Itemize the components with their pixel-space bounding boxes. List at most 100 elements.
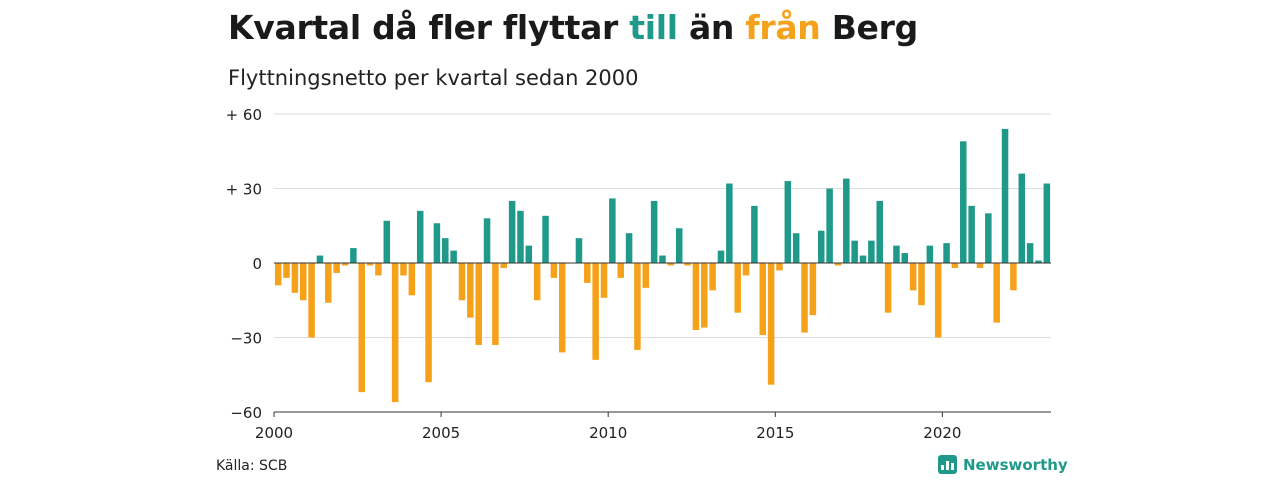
- bar: [893, 245, 900, 263]
- bar: [934, 263, 942, 338]
- bar: [767, 263, 775, 385]
- bar: [575, 238, 583, 263]
- bar: [1026, 243, 1034, 263]
- y-tick-label: + 30: [226, 181, 262, 199]
- bar: [684, 263, 691, 266]
- bar: [341, 263, 349, 266]
- bar: [467, 263, 474, 318]
- bar: [784, 181, 792, 263]
- bar: [968, 205, 975, 263]
- bar: [960, 141, 967, 263]
- bar: [1001, 128, 1009, 263]
- bar: [634, 263, 641, 350]
- bar: [692, 263, 700, 331]
- bar: [901, 253, 909, 263]
- x-tick-label: 2010: [589, 424, 627, 442]
- source-label: Källa: SCB: [216, 458, 288, 474]
- y-tick-label: −30: [230, 330, 262, 348]
- bar: [325, 263, 332, 303]
- bar: [283, 263, 290, 278]
- bar: [458, 263, 466, 301]
- bar: [759, 263, 767, 336]
- bar: [993, 263, 1000, 323]
- bar: [366, 263, 374, 266]
- bar: [408, 263, 416, 296]
- bar: [533, 263, 541, 301]
- bar: [492, 263, 499, 345]
- bar: [442, 238, 449, 263]
- bar: [625, 233, 633, 263]
- bar: [667, 263, 675, 266]
- bar: [291, 263, 299, 293]
- bar: [985, 213, 992, 263]
- bar: [817, 230, 825, 263]
- x-tick-label: 2020: [923, 424, 961, 442]
- title-part-0: Kvartal då fler flyttar: [228, 8, 630, 47]
- chart-title: Kvartal då fler flyttar till än från Ber…: [228, 8, 918, 47]
- bar: [299, 263, 307, 301]
- bar: [584, 263, 591, 283]
- y-tick-label: −60: [230, 404, 262, 422]
- title-part-2: än: [677, 8, 746, 47]
- bar: [500, 263, 508, 268]
- bar: [508, 200, 516, 263]
- y-tick-label: + 60: [226, 106, 262, 124]
- bar: [659, 255, 666, 263]
- x-tick-label: 2005: [422, 424, 460, 442]
- bar: [642, 263, 650, 288]
- bar: [416, 210, 424, 263]
- bar: [792, 233, 800, 263]
- bar: [734, 263, 741, 313]
- y-tick-label: 0: [252, 255, 262, 273]
- bar: [542, 215, 549, 263]
- bar: [801, 263, 808, 333]
- bar: [951, 263, 959, 268]
- bar: [425, 263, 432, 383]
- bar: [709, 263, 716, 291]
- bar: [751, 205, 758, 263]
- bar: [926, 245, 934, 263]
- bar: [358, 263, 365, 393]
- bar: [333, 263, 340, 273]
- bar: [617, 263, 624, 278]
- title-part-3: från: [745, 8, 821, 47]
- bar: [1018, 173, 1026, 263]
- bar: [1035, 260, 1042, 263]
- bar: [308, 263, 315, 338]
- chart-subtitle: Flyttningsnetto per kvartal sedan 2000: [228, 66, 639, 90]
- bar: [400, 263, 407, 276]
- bar: [675, 228, 683, 263]
- bar: [525, 245, 533, 263]
- bar: [909, 263, 917, 291]
- bar: [826, 188, 833, 263]
- bar: [475, 263, 482, 345]
- bar: [383, 220, 391, 263]
- bar: [350, 248, 357, 263]
- bar-chart-icon: [938, 455, 957, 474]
- bar: [316, 255, 324, 263]
- brand-logo: Newsworthy: [938, 455, 1068, 474]
- bar: [391, 263, 399, 403]
- bar: [918, 263, 925, 306]
- bar: [717, 250, 725, 263]
- bar: [976, 263, 984, 268]
- bar: [650, 200, 658, 263]
- bar: [592, 263, 599, 360]
- bar: [550, 263, 558, 278]
- bar: [274, 263, 282, 286]
- bar: [1043, 183, 1051, 263]
- title-part-1: till: [629, 8, 678, 47]
- bar: [776, 263, 783, 271]
- brand-name: Newsworthy: [963, 455, 1068, 474]
- bar: [600, 263, 608, 298]
- x-tick-label: 2015: [756, 424, 794, 442]
- bar: [851, 240, 858, 263]
- bar: [609, 198, 616, 263]
- bar: [843, 178, 850, 263]
- bar: [868, 240, 875, 263]
- bar: [375, 263, 382, 276]
- bar: [876, 200, 883, 263]
- bar: [726, 183, 733, 263]
- bar: [433, 223, 441, 263]
- bar: [742, 263, 750, 276]
